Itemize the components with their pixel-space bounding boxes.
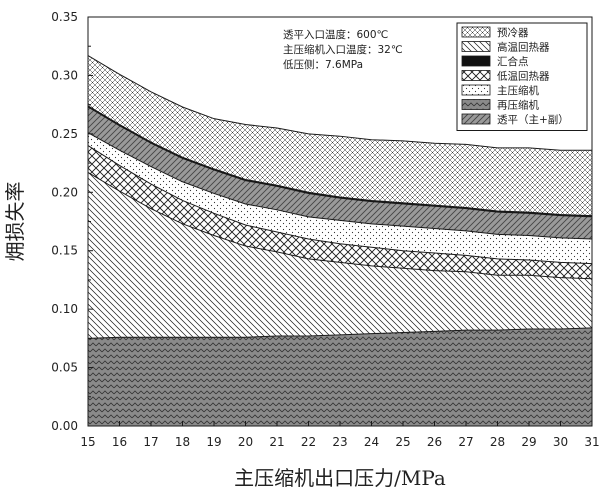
y-tick-label: 0.25: [51, 127, 78, 141]
annotation-low-pressure-side: 低压侧：7.6MPa: [283, 58, 363, 71]
x-tick-label: 30: [553, 435, 568, 449]
y-tick-label: 0.15: [51, 244, 78, 258]
x-tick-label: 28: [490, 435, 505, 449]
legend-swatch: [461, 70, 491, 81]
legend-swatch: [461, 55, 491, 67]
legend-swatch: [461, 99, 491, 110]
area-series-4: [88, 106, 592, 240]
x-axis: 15 16 17 18 19 20 21 22 23 24 25 26 27 28 29 30 31: [80, 421, 600, 449]
x-tick-label: 19: [206, 435, 221, 449]
y-tick-label: 0.20: [51, 185, 78, 199]
legend-label: 高温回热器: [497, 41, 550, 54]
y-axis-title: 㶲损失率: [3, 182, 27, 262]
boundary-series-1: [87, 171, 593, 280]
legend-label: 再压缩机: [497, 99, 539, 112]
legend-swatch: [461, 26, 491, 38]
x-tick-label: 21: [269, 435, 284, 449]
area-series-1: [88, 172, 592, 339]
legend-swatch: [461, 84, 491, 96]
x-tick-label: 29: [521, 435, 536, 449]
boundary-series-5: [87, 105, 593, 217]
y-tick-label: 0.05: [51, 361, 78, 375]
boundary-series-0: [87, 327, 593, 339]
annotation-compressor-inlet-temp: 主压缩机入口温度：32℃: [283, 43, 403, 56]
x-tick-label: 22: [301, 435, 316, 449]
x-tick-label: 27: [458, 435, 473, 449]
legend-label: 预冷器: [497, 26, 529, 39]
x-tick-label: 18: [175, 435, 190, 449]
boundaries-layer: [87, 55, 593, 339]
x-axis-title: 主压缩机出口压力/MPa: [234, 466, 446, 490]
legend-label: 汇合点: [497, 55, 529, 68]
y-tick-label: 0.10: [51, 302, 78, 316]
area-series-6: [88, 55, 592, 216]
legend-label: 低温回热器: [497, 70, 550, 83]
area-series-0: [88, 327, 592, 426]
x-tick-label: 31: [584, 435, 599, 449]
annotation-turbine-inlet-temp: 透平入口温度：600℃: [283, 28, 388, 41]
annotations: 透平入口温度：600℃ 主压缩机入口温度：32℃ 低压侧：7.6MPa: [283, 28, 403, 71]
x-tick-label: 25: [395, 435, 410, 449]
x-tick-label: 15: [80, 435, 95, 449]
legend-label: 透平（主+副）: [497, 114, 569, 126]
x-tick-label: 26: [427, 435, 442, 449]
areas-layer: [88, 55, 592, 426]
boundary-series-4: [87, 106, 593, 218]
boundary-series-2: [87, 145, 593, 265]
boundary-series-6: [87, 55, 592, 151]
y-tick-label: 0.00: [51, 419, 78, 433]
x-tick-label: 24: [364, 435, 379, 449]
x-tick-label: 20: [238, 435, 253, 449]
x-tick-label: 17: [143, 435, 158, 449]
legend-swatch: [461, 113, 491, 125]
legend-swatch: [461, 41, 491, 52]
y-axis: 0.00 0.05 0.10 0.15 0.20 0.25 0.30 0.35: [51, 10, 93, 433]
legend-label: 主压缩机: [497, 84, 539, 97]
boundary-series-3: [87, 132, 593, 240]
y-tick-label: 0.35: [51, 10, 78, 24]
x-tick-label: 16: [112, 435, 127, 449]
area-series-2: [88, 145, 592, 279]
x-tick-label: 23: [332, 435, 347, 449]
y-tick-label: 0.30: [51, 68, 78, 82]
